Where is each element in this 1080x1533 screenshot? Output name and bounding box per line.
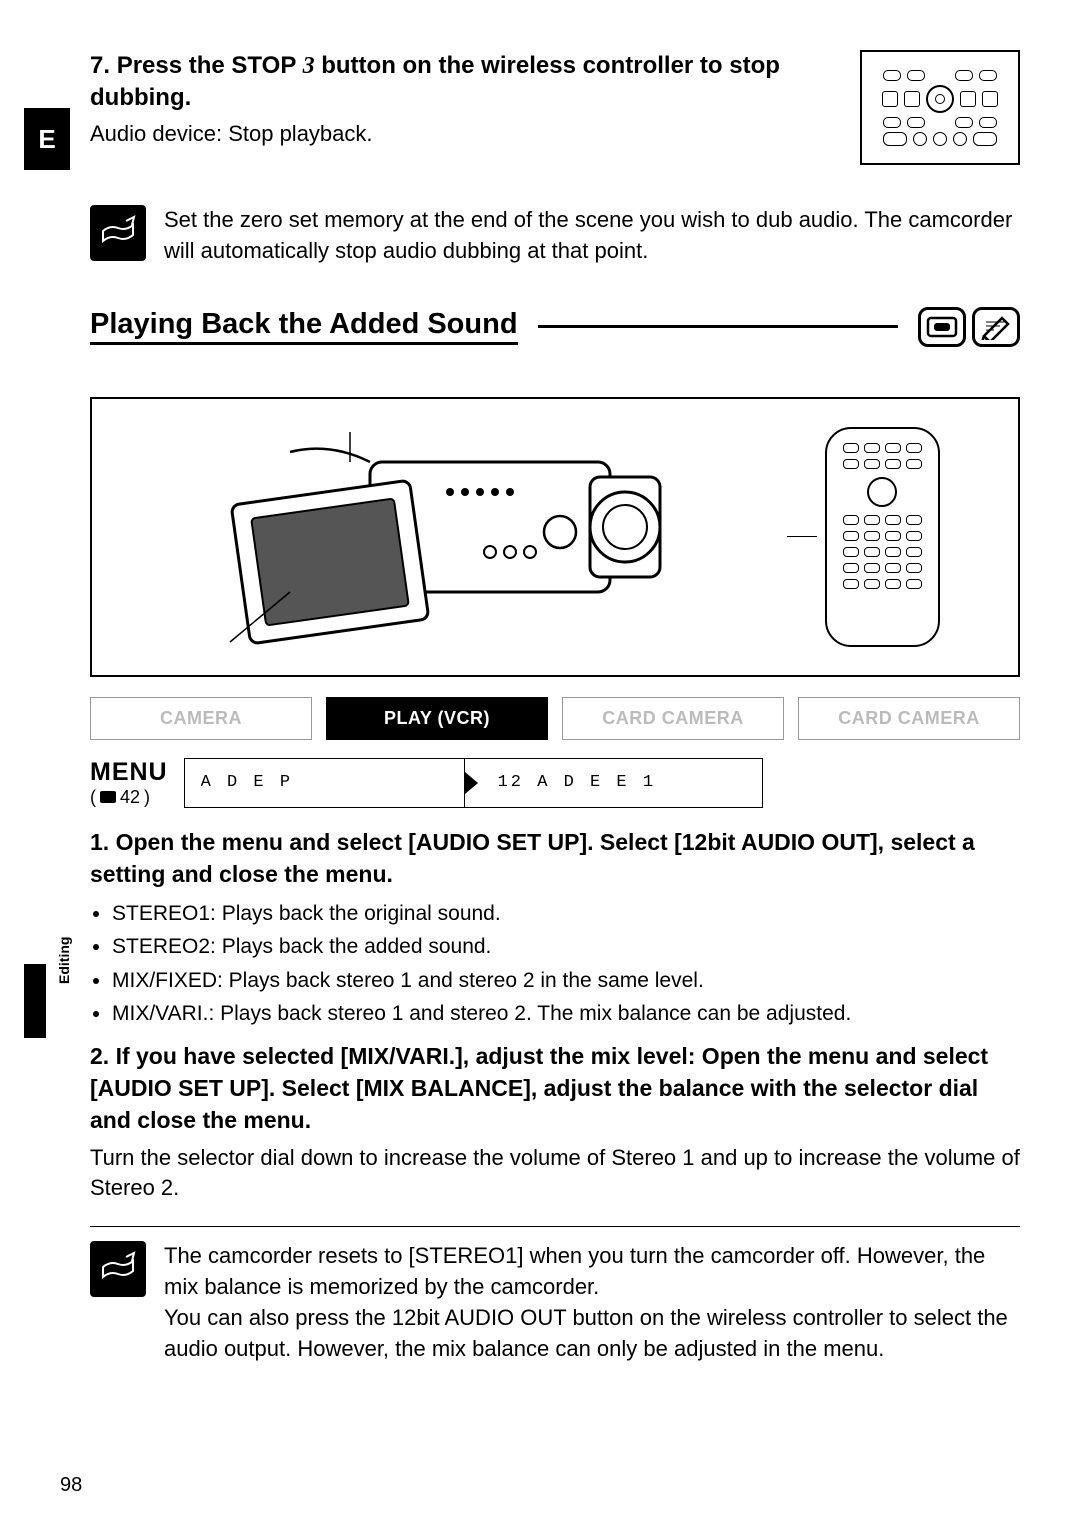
bullet-mixvari: MIX/VARI.: Plays back stereo 1 and stere… <box>112 998 1020 1030</box>
mode-play-vcr: PLAY (VCR) <box>326 697 548 740</box>
instr1-title: 1. Open the menu and select [AUDIO SET U… <box>90 826 1020 890</box>
divider <box>90 1226 1020 1227</box>
diagram-block: CAMERA PLAY (VCR) CARD CAMERA CARD CAMER… <box>90 397 1020 808</box>
mode-card-camera-1: CARD CAMERA <box>562 697 784 740</box>
step7-section: 7. Press the STOP 3 button on the wirele… <box>90 50 1020 165</box>
camcorder-diagram <box>90 397 1020 677</box>
mode-camera: CAMERA <box>90 697 312 740</box>
instr1-num: 1. <box>90 829 109 855</box>
instructions: 1. Open the menu and select [AUDIO SET U… <box>90 826 1020 1205</box>
bullet-stereo2: STEREO2: Plays back the added sound. <box>112 931 1020 963</box>
note1-text: Set the zero set memory at the end of th… <box>164 205 1020 267</box>
section-title: Playing Back the Added Sound <box>90 308 518 345</box>
bullet-mixfixed: MIX/FIXED: Plays back stereo 1 and stere… <box>112 965 1020 997</box>
remote-small-diagram <box>860 50 1020 165</box>
remote-large-diagram <box>825 427 940 647</box>
tape-icon <box>918 307 966 347</box>
step7-sub: Audio device: Stop playback. <box>90 121 840 147</box>
page-number: 98 <box>60 1474 82 1497</box>
instr2-title: 2. If you have selected [MIX/VARI.], adj… <box>90 1040 1020 1137</box>
menu-cell-1: A D E P <box>185 759 465 807</box>
book-icon <box>100 791 116 803</box>
menu-ref: ( 42) <box>90 787 168 808</box>
stop-symbol: 3 <box>303 53 315 79</box>
instr2-text: If you have selected [MIX/VARI.], adjust… <box>90 1043 988 1133</box>
camcorder-svg <box>170 422 690 652</box>
step7-title-a: Press the STOP <box>117 52 303 79</box>
menu-label: MENU <box>90 758 168 787</box>
note-icon <box>90 205 146 261</box>
menu-row: MENU ( 42) A D E P 12 A D E E 1 <box>90 758 1020 808</box>
section-heading: Playing Back the Added Sound <box>90 307 1020 347</box>
step7-number: 7. <box>90 52 110 79</box>
menu-ref-num: 42 <box>120 787 140 808</box>
bullet-stereo1: STEREO1: Plays back the original sound. <box>112 898 1020 930</box>
mode-row: CAMERA PLAY (VCR) CARD CAMERA CARD CAMER… <box>90 697 1020 740</box>
note2-p2: You can also press the 12bit AUDIO OUT b… <box>164 1303 1020 1365</box>
instr2-num: 2. <box>90 1043 109 1069</box>
note1-block: Set the zero set memory at the end of th… <box>90 205 1020 267</box>
menu-arrow <box>465 759 482 807</box>
side-label-editing: Editing <box>56 937 72 984</box>
mode-card-camera-2: CARD CAMERA <box>798 697 1020 740</box>
note2-text: The camcorder resets to [STEREO1] when y… <box>164 1241 1020 1364</box>
pen-icon <box>972 307 1020 347</box>
note2-block: The camcorder resets to [STEREO1] when y… <box>90 1241 1020 1364</box>
instr2-body: Turn the selector dial down to increase … <box>90 1143 1020 1205</box>
instr1-text: Open the menu and select [AUDIO SET UP].… <box>90 829 975 887</box>
note-icon-2 <box>90 1241 146 1297</box>
side-bar <box>24 964 46 1038</box>
menu-cell-2: 12 A D E E 1 <box>482 759 762 807</box>
language-tab: E <box>24 108 70 170</box>
note2-p1: The camcorder resets to [STEREO1] when y… <box>164 1241 1020 1303</box>
step7-title: 7. Press the STOP 3 button on the wirele… <box>90 50 840 115</box>
